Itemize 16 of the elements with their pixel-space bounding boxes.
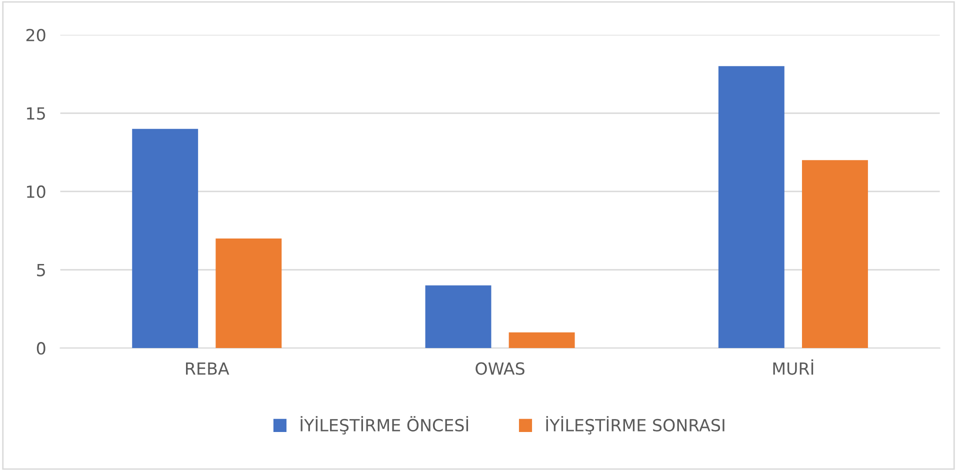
x-tick-label: MURİ: [773, 359, 814, 375]
bar: [802, 160, 868, 348]
x-tick-label: REBA: [186, 362, 230, 375]
bar: [425, 285, 492, 348]
y-tick-label: 10: [27, 185, 46, 198]
y-tick-label: 20: [26, 28, 46, 42]
legend-label: İYİLEŞTİRME ÖNCESİ: [300, 416, 468, 434]
y-tick-label: 5: [37, 264, 45, 276]
bar: [132, 128, 198, 348]
y-tick-label: 15: [27, 107, 45, 120]
x-tick-label: OWAS: [476, 362, 524, 375]
bar: [718, 66, 784, 348]
y-tick-label: 0: [36, 342, 46, 355]
bar: [508, 332, 575, 348]
legend-label: İYİLEŞTİRME SONRASI: [546, 416, 724, 434]
bar: [216, 238, 282, 348]
